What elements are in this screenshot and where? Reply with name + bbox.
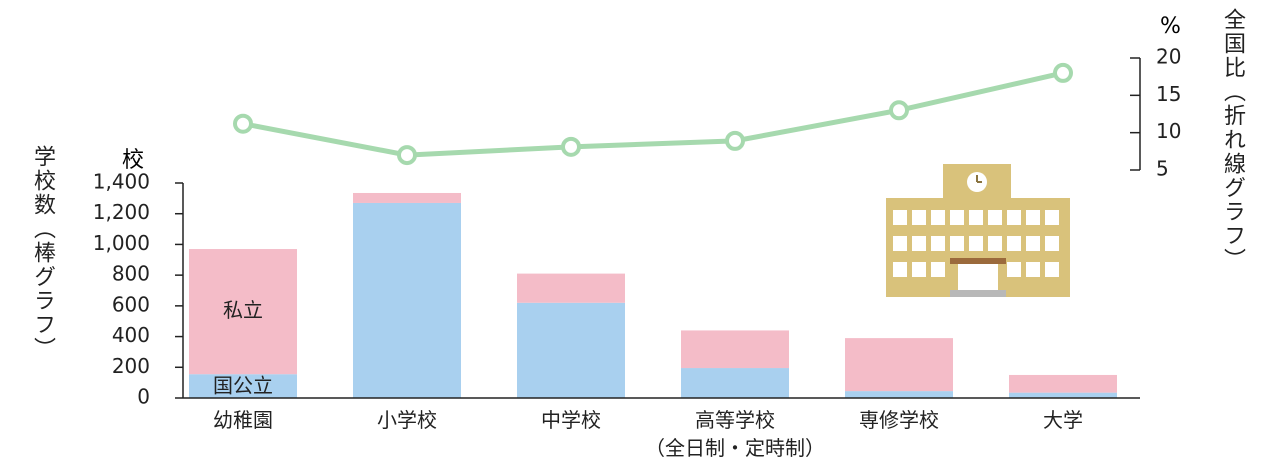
- y-tick-label: 400: [112, 323, 150, 347]
- x-tick-label: 幼稚園: [213, 408, 273, 432]
- bars: [189, 192, 1117, 398]
- bar: [189, 374, 297, 398]
- line: [242, 70, 1064, 158]
- legend-label: 私立: [223, 298, 263, 322]
- bar: [1009, 392, 1117, 398]
- bar: [517, 302, 625, 398]
- line-marker: [1053, 62, 1073, 83]
- bar: [353, 192, 461, 203]
- y2-axis-title: 全国比（折れ線グラフ）: [1220, 8, 1245, 272]
- y2-tick-label: 15: [1156, 82, 1181, 106]
- y-unit: 校: [122, 148, 145, 173]
- y2-unit: %: [1160, 14, 1181, 39]
- y-tick-label: 800: [112, 262, 150, 286]
- y-tick-label: 1,400: [93, 170, 150, 194]
- bar: [517, 273, 625, 303]
- school-icon: [886, 164, 1070, 297]
- bar: [845, 338, 953, 392]
- x-tick-label: 専修学校: [859, 408, 939, 432]
- line-marker: [233, 113, 253, 134]
- x-tick-label: 高等学校 （全日制・定時制）: [645, 408, 825, 460]
- y-tick-label: 600: [112, 292, 150, 316]
- y2-tick-label: 5: [1156, 157, 1169, 181]
- y-tick-label: 200: [112, 354, 150, 378]
- x-tick-label: 中学校: [541, 408, 601, 432]
- y-tick-label: 0: [137, 385, 150, 409]
- bar: [189, 249, 297, 375]
- bar: [1009, 374, 1117, 393]
- bar: [845, 391, 953, 398]
- line-marker: [561, 136, 581, 157]
- legend-label: 国公立: [213, 374, 273, 398]
- line-marker: [397, 145, 417, 166]
- bar: [353, 202, 461, 398]
- x-tick-label: 大学: [1043, 408, 1083, 432]
- line-marker: [889, 100, 909, 121]
- x-tick-label: 小学校: [377, 408, 437, 432]
- y2-tick-label: 10: [1156, 119, 1181, 143]
- line-marker: [725, 130, 745, 151]
- y-tick-label: 1,000: [93, 231, 150, 255]
- y-axis-title: 学校数（棒グラフ）: [30, 145, 55, 361]
- bar: [681, 330, 789, 369]
- y2-tick-label: 20: [1156, 45, 1181, 69]
- bar: [681, 368, 789, 398]
- y-tick-label: 1,200: [93, 200, 150, 224]
